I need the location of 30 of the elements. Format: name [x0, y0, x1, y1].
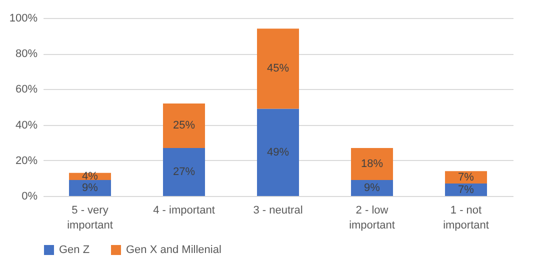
data-label: 25% — [172, 120, 196, 132]
data-label: 7% — [458, 184, 474, 196]
y-tick-label: 100% — [9, 12, 38, 24]
x-tick-label: 3 - neutral — [253, 204, 303, 216]
bar — [163, 103, 205, 148]
bar — [351, 148, 393, 180]
y-tick-label: 80% — [15, 48, 38, 60]
data-label: 45% — [266, 62, 290, 75]
bar — [351, 180, 393, 196]
y-tick-label: 0% — [22, 190, 38, 202]
y-tick-label: 40% — [15, 119, 38, 132]
data-label: 7% — [458, 171, 474, 184]
legend-label: Gen Z — [59, 244, 90, 256]
x-tick-label: 1 - not important — [443, 204, 489, 232]
x-tick-label: 2 - low important — [349, 204, 395, 232]
data-label: 18% — [360, 158, 384, 170]
x-tick-label: 4 - important — [153, 204, 215, 216]
y-tick-label: 60% — [15, 84, 38, 96]
bar — [257, 28, 299, 109]
bar — [257, 108, 299, 196]
data-label: 49% — [266, 146, 290, 158]
data-label: 9% — [364, 182, 380, 194]
y-tick-label: 20% — [15, 154, 38, 167]
x-tick-label: 5 - very important — [67, 204, 113, 232]
data-label: 4% — [82, 170, 98, 182]
legend-label: Gen X and Millenial — [126, 244, 222, 256]
data-label: 27% — [172, 166, 196, 178]
bar — [163, 148, 205, 196]
bar — [69, 180, 111, 196]
data-label: 9% — [82, 182, 98, 194]
